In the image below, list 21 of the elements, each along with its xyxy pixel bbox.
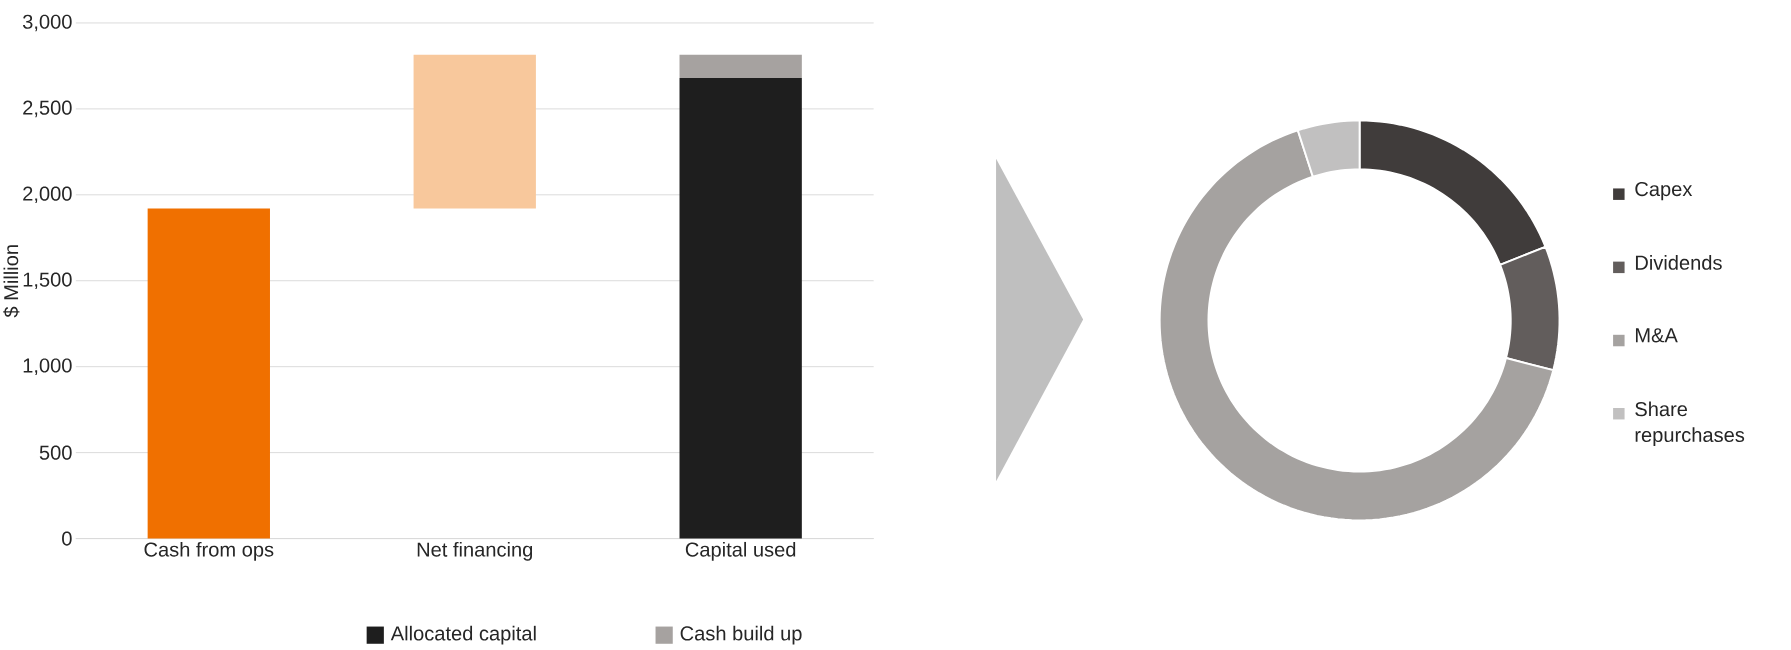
legend-label: Cash build up	[680, 626, 802, 645]
bar	[413, 54, 536, 209]
y-axis-title: $ Million	[3, 245, 20, 318]
y-tick-label: 0	[62, 531, 72, 546]
y-tick-label: 1,500	[23, 272, 72, 290]
x-tick-label: Cash from ops	[144, 542, 274, 561]
legend-label: Dividends	[1635, 255, 1722, 271]
bar	[679, 78, 802, 539]
legend-label: Share repurchases	[1635, 401, 1745, 447]
bar	[679, 54, 802, 79]
x-tick-label: Net financing	[417, 542, 533, 561]
bar	[147, 208, 270, 539]
y-tick-label: 1,000	[23, 358, 72, 376]
y-tick-label: 2,000	[23, 186, 72, 204]
y-tick-label: 3,000	[22, 14, 72, 32]
legend-label: Allocated capital	[390, 626, 536, 645]
x-tick-label: Capital used	[685, 542, 796, 561]
y-tick-label: 2,500	[23, 100, 72, 118]
y-tick-label: 500	[39, 445, 72, 460]
legend-label: M&A	[1635, 328, 1678, 343]
legend-label: Capex	[1635, 182, 1693, 201]
